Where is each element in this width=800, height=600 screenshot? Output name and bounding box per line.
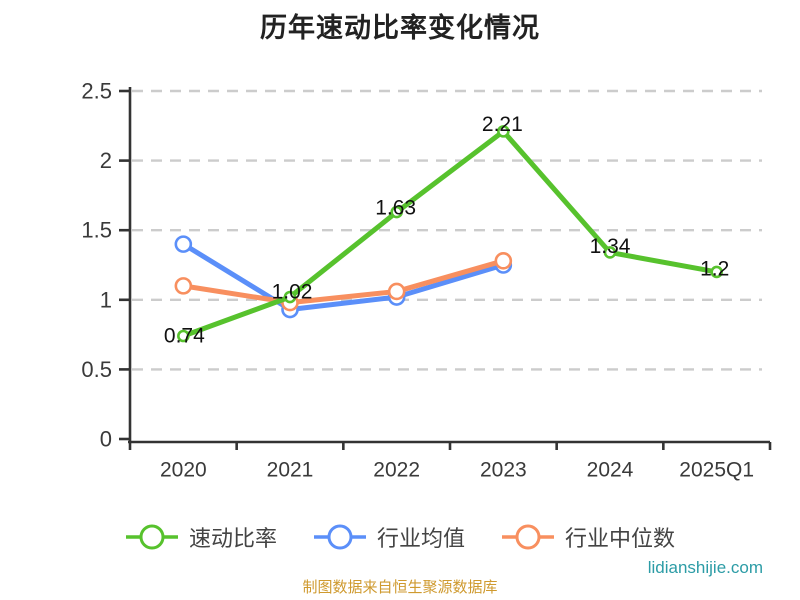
x-tick-label-2021: 2021 (267, 458, 314, 481)
legend-label: 速动比率 (188, 526, 277, 551)
series-line-行业均值 (180, 241, 506, 313)
legend-label: 行业均值 (376, 526, 465, 551)
series-point-速动比率-2024 (603, 246, 617, 259)
x-tick-label-2023: 2023 (480, 458, 527, 481)
x-tick-label-2024: 2024 (587, 458, 634, 481)
watermark-url: lidianshijie.com (647, 558, 763, 577)
line-chart-plot-area: 0 0.5 1 1.5 2 2.5 2020 2021 2022 2023 2024 2025Q1 0.… (81, 79, 772, 481)
legend-label: 行业中位数 (565, 526, 676, 551)
data-label-1.02: 1.02 (272, 281, 313, 304)
y-tick-label-2.5: 2.5 (81, 79, 112, 104)
y-tick-label-1.5: 1.5 (81, 218, 112, 243)
x-tick-label-2020: 2020 (160, 458, 207, 481)
legend-item-速动比率[interactable]: 速动比率 (125, 521, 277, 553)
y-tick-label-2: 2 (100, 148, 112, 173)
legend-item-行业均值[interactable]: 行业均值 (313, 521, 465, 553)
series-point-行业均值-2020 (174, 235, 193, 253)
y-tick-label-1: 1 (100, 287, 112, 312)
legend: 速动比率 行业均值 行业中位数 (0, 518, 800, 556)
data-label-0.74: 0.74 (164, 324, 205, 347)
legend-marker-icon (313, 524, 366, 550)
series-point-速动比率-2025Q1 (710, 265, 723, 279)
series-point-行业中位数-2022 (387, 282, 406, 301)
data-label-1.63: 1.63 (375, 197, 416, 220)
series-line-速动比率 (180, 128, 720, 339)
data-source-note: 制图数据来自恒生聚源数据库 (302, 579, 498, 596)
y-tick-label-0.5: 0.5 (81, 357, 112, 382)
series-point-速动比率-2020 (177, 329, 190, 343)
chart-title: 历年速动比率变化情况 (260, 13, 540, 43)
legend-marker-icon (125, 524, 178, 550)
series-point-速动比率-2021 (283, 290, 297, 304)
series-line-行业中位数 (180, 258, 506, 306)
data-label-2.21: 2.21 (482, 113, 523, 136)
data-label-1.2: 1.2 (700, 257, 729, 280)
legend-marker-icon (502, 524, 554, 550)
x-tick-label-2025Q1: 2025Q1 (679, 458, 754, 481)
series-point-行业中位数-2020 (174, 277, 193, 295)
series-point-速动比率-2023 (497, 125, 510, 138)
y-tick-label-0: 0 (100, 427, 112, 452)
x-tick-label-2022: 2022 (373, 458, 420, 481)
data-label-1.34: 1.34 (590, 235, 631, 258)
legend-item-行业中位数[interactable]: 行业中位数 (501, 521, 675, 553)
series-point-行业中位数-2023 (494, 252, 513, 270)
series-point-速动比率-2022 (390, 205, 403, 219)
